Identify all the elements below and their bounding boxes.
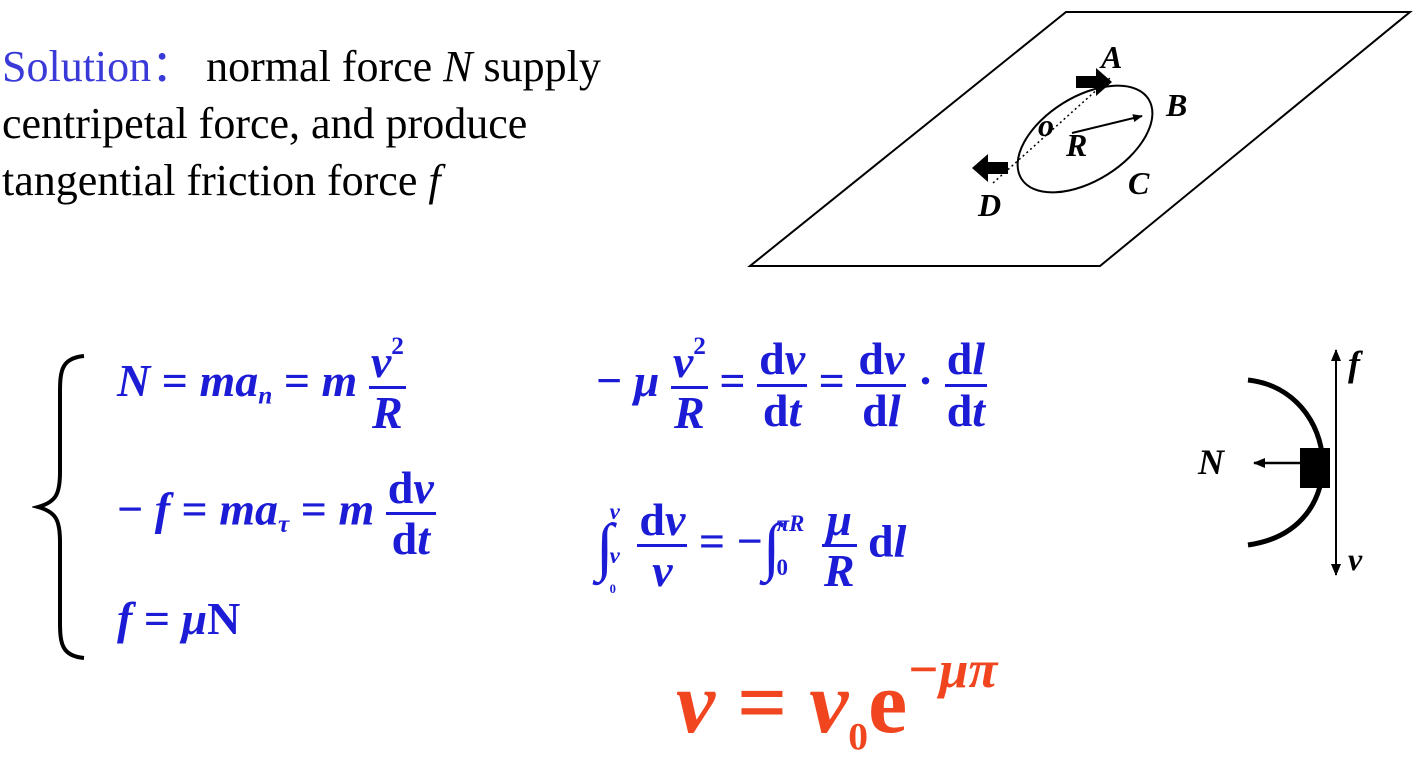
- block-d-arrow-icon: [972, 154, 1008, 182]
- fraction-dv-over-v: dv v: [637, 493, 688, 597]
- equation-normal-force: N = man = m v2 R: [117, 332, 406, 439]
- point-c-label: C: [1128, 165, 1150, 201]
- intro-text: Solution： normal force N supply centripe…: [2, 38, 792, 209]
- point-d-label: D: [977, 187, 1001, 223]
- block-a-arrow-icon: [1076, 68, 1112, 96]
- force-f-label: f: [1348, 344, 1363, 384]
- velocity-v-label: v: [1348, 541, 1363, 577]
- point-b-label: B: [1165, 87, 1187, 123]
- equation-chain-rule: − μ v2 R = dv dt = dv dl · dl dt: [596, 332, 988, 439]
- plane-figure: A B C D o R: [747, 11, 1413, 267]
- fraction-mu-over-r: μ R: [821, 493, 857, 597]
- fraction-v2-over-r: v2 R: [368, 332, 406, 439]
- integral-sign-left: ∫: [596, 510, 614, 582]
- point-a-label: A: [1099, 39, 1122, 75]
- intro-line-3: tangential friction force f: [2, 156, 441, 205]
- force-n-label: N: [1197, 442, 1226, 482]
- result-equation: v = v0e−μπ: [676, 641, 998, 759]
- radius-r-label: R: [1065, 127, 1087, 163]
- solution-label: Solution: [2, 42, 152, 91]
- fraction-dl-dt: dl dt: [944, 333, 988, 436]
- integral-sign-right: ∫: [762, 510, 781, 582]
- fraction-dv-dl: dv dl: [856, 333, 907, 436]
- block-icon: [1300, 448, 1330, 488]
- circular-path: [1016, 84, 1154, 194]
- intro-line-1: Solution： normal force N supply: [2, 42, 601, 91]
- system-brace: [32, 354, 85, 660]
- intro-line-2: centripetal force, and produce: [2, 99, 528, 148]
- diameter-line: [992, 77, 1111, 184]
- equation-friction: f = μN: [117, 593, 241, 644]
- equation-tangential: − f = maτ = m dv dt: [117, 462, 436, 565]
- radius-arrow: [1071, 114, 1143, 134]
- fraction-dv-dt-2: dv dt: [757, 333, 808, 436]
- center-o-label: o: [1038, 107, 1054, 143]
- fraction-dv-dt: dv dt: [385, 462, 436, 565]
- fraction-v2-over-r-2: v2 R: [670, 332, 708, 439]
- inclined-plane: [747, 11, 1413, 267]
- force-diagram: f N v: [1197, 344, 1363, 577]
